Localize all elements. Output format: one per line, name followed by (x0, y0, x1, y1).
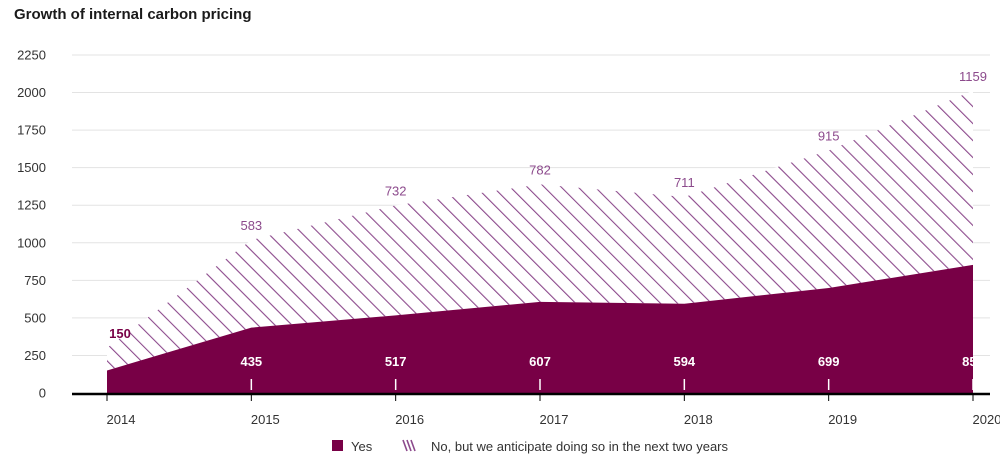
y-tick-label: 2000 (17, 85, 46, 100)
x-tick-label: 2019 (828, 412, 857, 427)
y-tick-label: 500 (24, 310, 46, 325)
x-tick-label: 2020 (973, 412, 1000, 427)
data-label-anticipate: 583 (240, 218, 262, 233)
x-tick-label: 2017 (540, 412, 569, 427)
x-tick-label: 2016 (395, 412, 424, 427)
data-label-yes: 607 (529, 354, 551, 369)
y-tick-label: 1250 (17, 198, 46, 213)
legend-label-yes: Yes (351, 439, 373, 454)
y-tick-label: 750 (24, 273, 46, 288)
series-yes-area (107, 264, 973, 393)
legend-swatch-yes (332, 440, 343, 451)
y-tick-label: 1000 (17, 235, 46, 250)
data-label-anticipate: 782 (529, 162, 551, 177)
data-label-anticipate: 1159 (959, 69, 987, 84)
data-label-anticipate: 915 (818, 129, 840, 144)
legend-label-anticipate: No, but we anticipate doing so in the ne… (431, 439, 729, 454)
chart-title: Growth of internal carbon pricing (14, 6, 252, 23)
series-anticipate-area (107, 90, 973, 371)
data-label-yes: 517 (385, 354, 407, 369)
x-tick-label: 2018 (684, 412, 713, 427)
y-tick-label: 1750 (17, 123, 46, 138)
y-tick-label: 2250 (17, 48, 46, 63)
data-label-yes: 853 (962, 354, 984, 369)
data-label-yes: 699 (818, 354, 840, 369)
y-tick-label: 1500 (17, 160, 46, 175)
x-tick-label: 2014 (107, 412, 136, 427)
data-label-anticipate: 711 (674, 175, 695, 190)
x-tick-label: 2015 (251, 412, 280, 427)
data-label-anticipate: 732 (385, 183, 407, 198)
y-tick-label: 0 (39, 386, 46, 401)
data-label-yes: 435 (240, 354, 262, 369)
y-tick-label: 250 (24, 348, 46, 363)
data-label-anticipate: 150 (109, 326, 131, 341)
data-label-yes: 594 (673, 354, 695, 369)
legend-swatch-anticipate (402, 439, 416, 452)
